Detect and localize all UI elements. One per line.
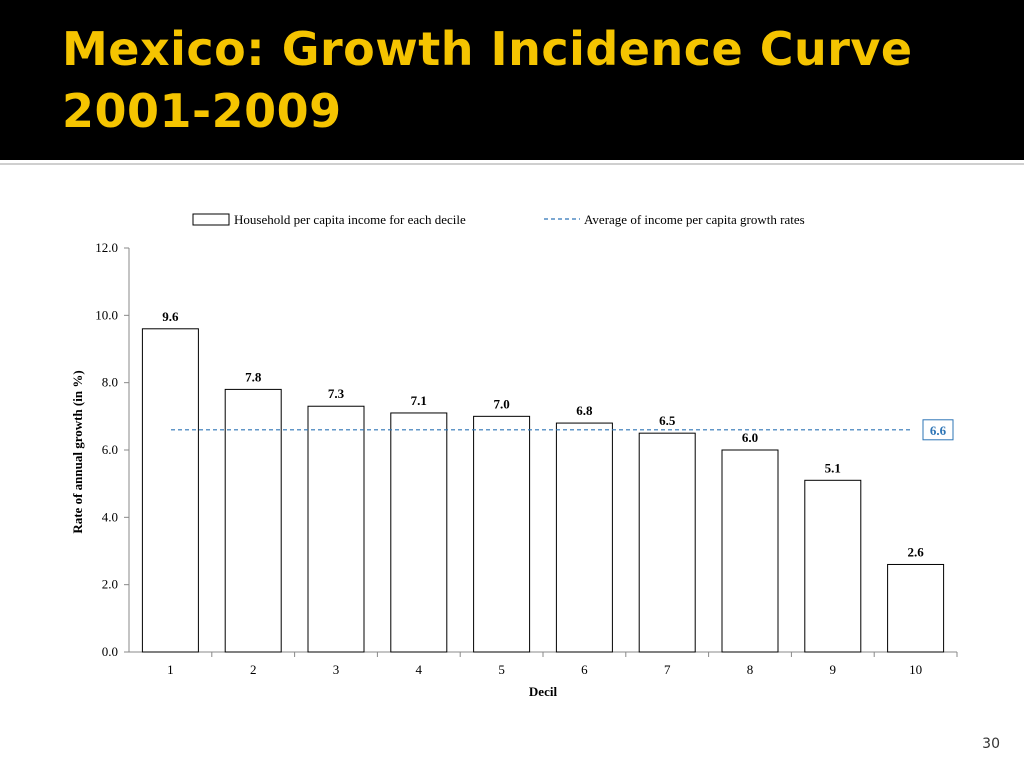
data-label-decile-8: 6.0 (742, 430, 758, 445)
bar-decile-3 (307, 405, 365, 653)
y-tick-label: 12.0 (95, 240, 118, 255)
data-label-decile-2: 7.8 (245, 369, 262, 384)
x-tick-label: 5 (498, 662, 505, 677)
x-tick-label: 7 (664, 662, 671, 677)
bar-decile-10 (887, 563, 945, 653)
y-tick-label: 8.0 (102, 375, 118, 390)
x-tick-label: 1 (167, 662, 174, 677)
slide-title: Mexico: Growth Incidence Curve 2001-2009 (62, 18, 1002, 142)
y-tick-label: 0.0 (102, 644, 118, 659)
title-band (0, 0, 1024, 160)
data-label-decile-6: 6.8 (576, 403, 593, 418)
x-tick-label: 6 (581, 662, 588, 677)
data-label-decile-10: 2.6 (907, 544, 924, 559)
data-label-decile-5: 7.0 (493, 396, 509, 411)
x-tick-label: 9 (830, 662, 837, 677)
y-tick-label: 4.0 (102, 509, 118, 524)
x-tick-label: 8 (747, 662, 754, 677)
legend-average-label: Average of income per capita growth rate… (584, 212, 805, 227)
bar-decile-2 (224, 388, 282, 653)
bar-decile-4 (390, 412, 448, 653)
y-tick-label: 2.0 (102, 577, 118, 592)
x-tick-label: 4 (416, 662, 423, 677)
bar-decile-1 (141, 328, 199, 653)
slide-title-line1: Mexico: Growth Incidence Curve (62, 22, 913, 76)
data-label-decile-7: 6.5 (659, 413, 676, 428)
y-tick-label: 10.0 (95, 307, 118, 322)
y-axis-title: Rate of annual growth (in %) (70, 370, 85, 533)
title-divider (0, 163, 1024, 165)
average-label-box (922, 419, 954, 441)
data-label-decile-3: 7.3 (328, 386, 345, 401)
y-tick-label: 6.0 (102, 442, 118, 457)
data-label-decile-4: 7.1 (411, 393, 427, 408)
average-label: 6.6 (930, 423, 947, 438)
x-tick-label: 2 (250, 662, 257, 677)
bar-decile-8 (721, 449, 779, 653)
legend-bar-label: Household per capita income for each dec… (234, 212, 466, 227)
slide-title-line2: 2001-2009 (62, 84, 342, 138)
x-tick-label: 3 (333, 662, 340, 677)
bar-decile-7 (638, 432, 696, 653)
page-number: 30 (982, 736, 1000, 752)
bar-decile-5 (473, 415, 531, 653)
data-label-decile-1: 9.6 (162, 309, 179, 324)
data-label-decile-9: 5.1 (825, 460, 841, 475)
bar-decile-6 (555, 422, 613, 653)
x-tick-label: 10 (909, 662, 922, 677)
legend-bar-swatch (192, 213, 230, 226)
x-axis-title: Decil (529, 684, 558, 699)
bar-decile-9 (804, 479, 862, 653)
